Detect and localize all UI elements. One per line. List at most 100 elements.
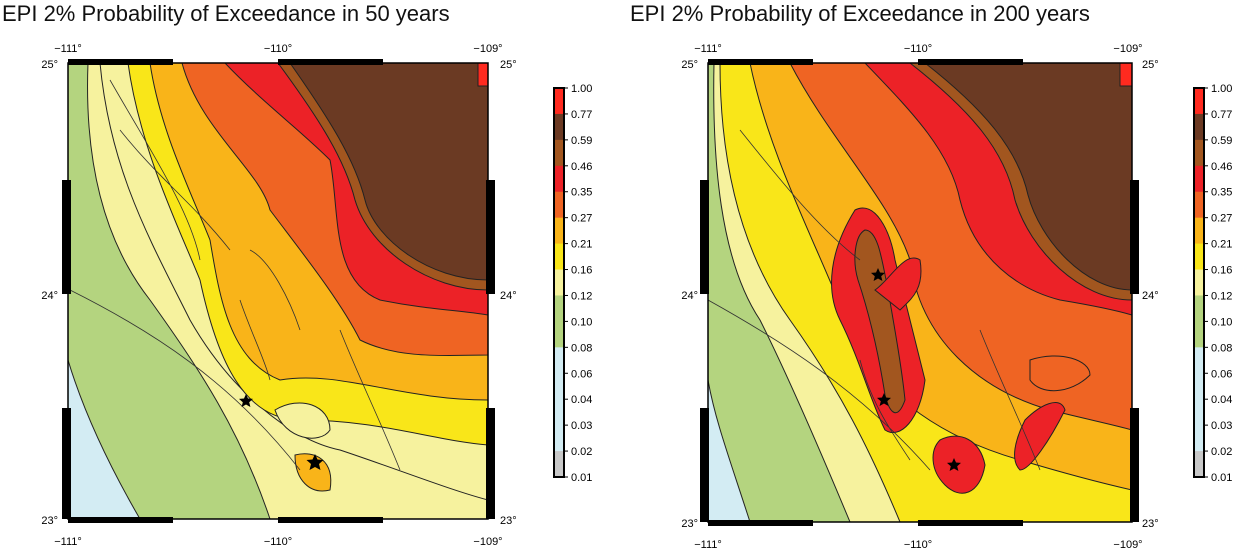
y-tick-label: 25° (1142, 59, 1159, 71)
y-tick-label: 25° (500, 59, 517, 71)
y-axis-right-labels: 25° 24° 23° (500, 59, 517, 527)
colorbar-swatch (1194, 113, 1204, 141)
x-tick-label: −109° (473, 536, 502, 548)
colorbar-label: 0.06 (1211, 368, 1232, 380)
x-tick-label: −110° (264, 43, 292, 55)
colorbar-swatch (1194, 191, 1204, 219)
hazard-map-50yr: −111° −110° −109° −111° −110° −109° 25° … (41, 43, 592, 548)
map-title: EPI 2% Probability of Exceedance in 200 … (630, 1, 1090, 26)
colorbar-swatch (1194, 373, 1204, 400)
colorbar-frame (553, 87, 565, 478)
colorbar-swatch (554, 425, 564, 452)
colorbar-label: 0.27 (571, 213, 592, 225)
colorbar-swatch (554, 243, 564, 271)
colorbar-swatch (1194, 217, 1204, 245)
colorbar-swatch (554, 373, 564, 400)
x-tick-label: −110° (904, 539, 932, 551)
colorbar-label: 0.04 (1211, 394, 1232, 406)
colorbar-label: 0.59 (1211, 135, 1232, 147)
colorbar-swatch (554, 191, 564, 219)
colorbar-swatch (554, 139, 564, 167)
colorbar: 1.00 0.77 0.59 0.46 0.35 0.27 0.21 0.16 0.12 0.10… (1193, 83, 1232, 484)
x-tick-label: −110° (264, 536, 292, 548)
colorbar-swatch (554, 451, 564, 478)
colorbar-label: 0.46 (571, 161, 592, 173)
colorbar-label: 1.00 (1211, 83, 1232, 95)
y-tick-label: 24° (1142, 290, 1159, 302)
y-tick-label: 24° (41, 290, 58, 302)
colorbar-swatch (1194, 451, 1204, 478)
colorbar-swatch (1194, 399, 1204, 426)
colorbar-label: 0.59 (571, 135, 592, 147)
colorbar-swatch (554, 399, 564, 426)
colorbar-swatch (554, 217, 564, 245)
colorbar-swatch (1194, 347, 1204, 374)
colorbar-label: 0.04 (571, 394, 592, 406)
colorbar-swatch (554, 347, 564, 374)
colorbar-label: 0.27 (1211, 213, 1232, 225)
epicenter-star-icon (306, 454, 324, 470)
map-contours (708, 63, 1132, 522)
colorbar-label: 0.10 (1211, 316, 1232, 328)
colorbar-label: 0.46 (1211, 161, 1232, 173)
epicenter-star-icon (239, 394, 253, 407)
colorbar-swatch (1194, 425, 1204, 452)
colorbar-swatch (1194, 165, 1204, 193)
colorbar-label: 0.01 (1211, 472, 1232, 484)
x-tick-label: −111° (694, 539, 722, 551)
map-panel-50yr: EPI 2% Probability of Exceedance in 50 y… (0, 0, 620, 555)
colorbar-label: 0.02 (571, 446, 592, 458)
colorbar-label: 0.21 (1211, 239, 1232, 251)
x-tick-label: −109° (1113, 43, 1142, 55)
colorbar-swatch (554, 321, 564, 348)
y-axis-right-labels: 25° 24° 23° (1142, 59, 1159, 530)
colorbar-label: 0.02 (1211, 446, 1232, 458)
colorbar-label: 0.35 (1211, 187, 1232, 199)
colorbar-label: 0.10 (571, 316, 592, 328)
colorbar-swatch (1194, 295, 1204, 322)
colorbar-label: 0.16 (1211, 265, 1232, 277)
colorbar-label: 0.77 (1211, 109, 1232, 121)
colorbar-label: 0.35 (571, 187, 592, 199)
y-tick-label: 25° (41, 59, 58, 71)
colorbar-swatch (554, 269, 564, 296)
y-tick-label: 24° (500, 290, 517, 302)
map-panel-200yr: EPI 2% Probability of Exceedance in 200 … (620, 0, 1244, 555)
y-axis-left-labels: 25° 24° 23° (681, 59, 698, 530)
colorbar-label: 0.01 (571, 472, 592, 484)
colorbar-label: 0.06 (571, 368, 592, 380)
colorbar-swatch (1194, 243, 1204, 271)
x-tick-label: −111° (54, 536, 82, 548)
colorbar-swatch (554, 295, 564, 322)
y-tick-label: 23° (1142, 518, 1159, 530)
x-axis-top-labels: −111° −110° −109° (694, 43, 1142, 55)
x-tick-label: −111° (694, 43, 722, 55)
x-axis-top-labels: −111° −110° −109° (54, 43, 502, 55)
map-frame (62, 59, 495, 523)
colorbar-label: 0.03 (1211, 420, 1232, 432)
colorbar-swatch (554, 113, 564, 141)
colorbar-frame (1193, 87, 1205, 478)
colorbar-label: 0.21 (571, 239, 592, 251)
colorbar: 1.00 0.77 0.59 0.46 0.35 0.27 0.21 0.16 0.12 0.10… (553, 83, 592, 484)
y-tick-label: 24° (681, 290, 698, 302)
map-frame (700, 59, 1139, 526)
epicenter-star-icon (877, 393, 891, 406)
y-tick-label: 25° (681, 59, 698, 71)
colorbar-label: 0.03 (571, 420, 592, 432)
map-contours (68, 63, 488, 519)
y-axis-left-labels: 25° 24° 23° (41, 59, 58, 527)
colorbar-label: 0.08 (1211, 342, 1232, 354)
y-tick-label: 23° (500, 515, 517, 527)
colorbar-swatch (1194, 139, 1204, 167)
colorbar-swatch (1194, 269, 1204, 296)
colorbar-label: 0.12 (1211, 290, 1232, 302)
colorbar-label: 0.08 (571, 342, 592, 354)
x-tick-label: −111° (54, 43, 82, 55)
x-tick-label: −109° (473, 43, 502, 55)
colorbar-label: 1.00 (571, 83, 592, 95)
colorbar-swatch (1194, 321, 1204, 348)
hazard-map-200yr: −111° −110° −109° −111° −110° −109° 25° … (681, 43, 1232, 551)
epicenter-star-icon (871, 268, 885, 281)
x-axis-bottom-labels: −111° −110° −109° (54, 536, 502, 548)
